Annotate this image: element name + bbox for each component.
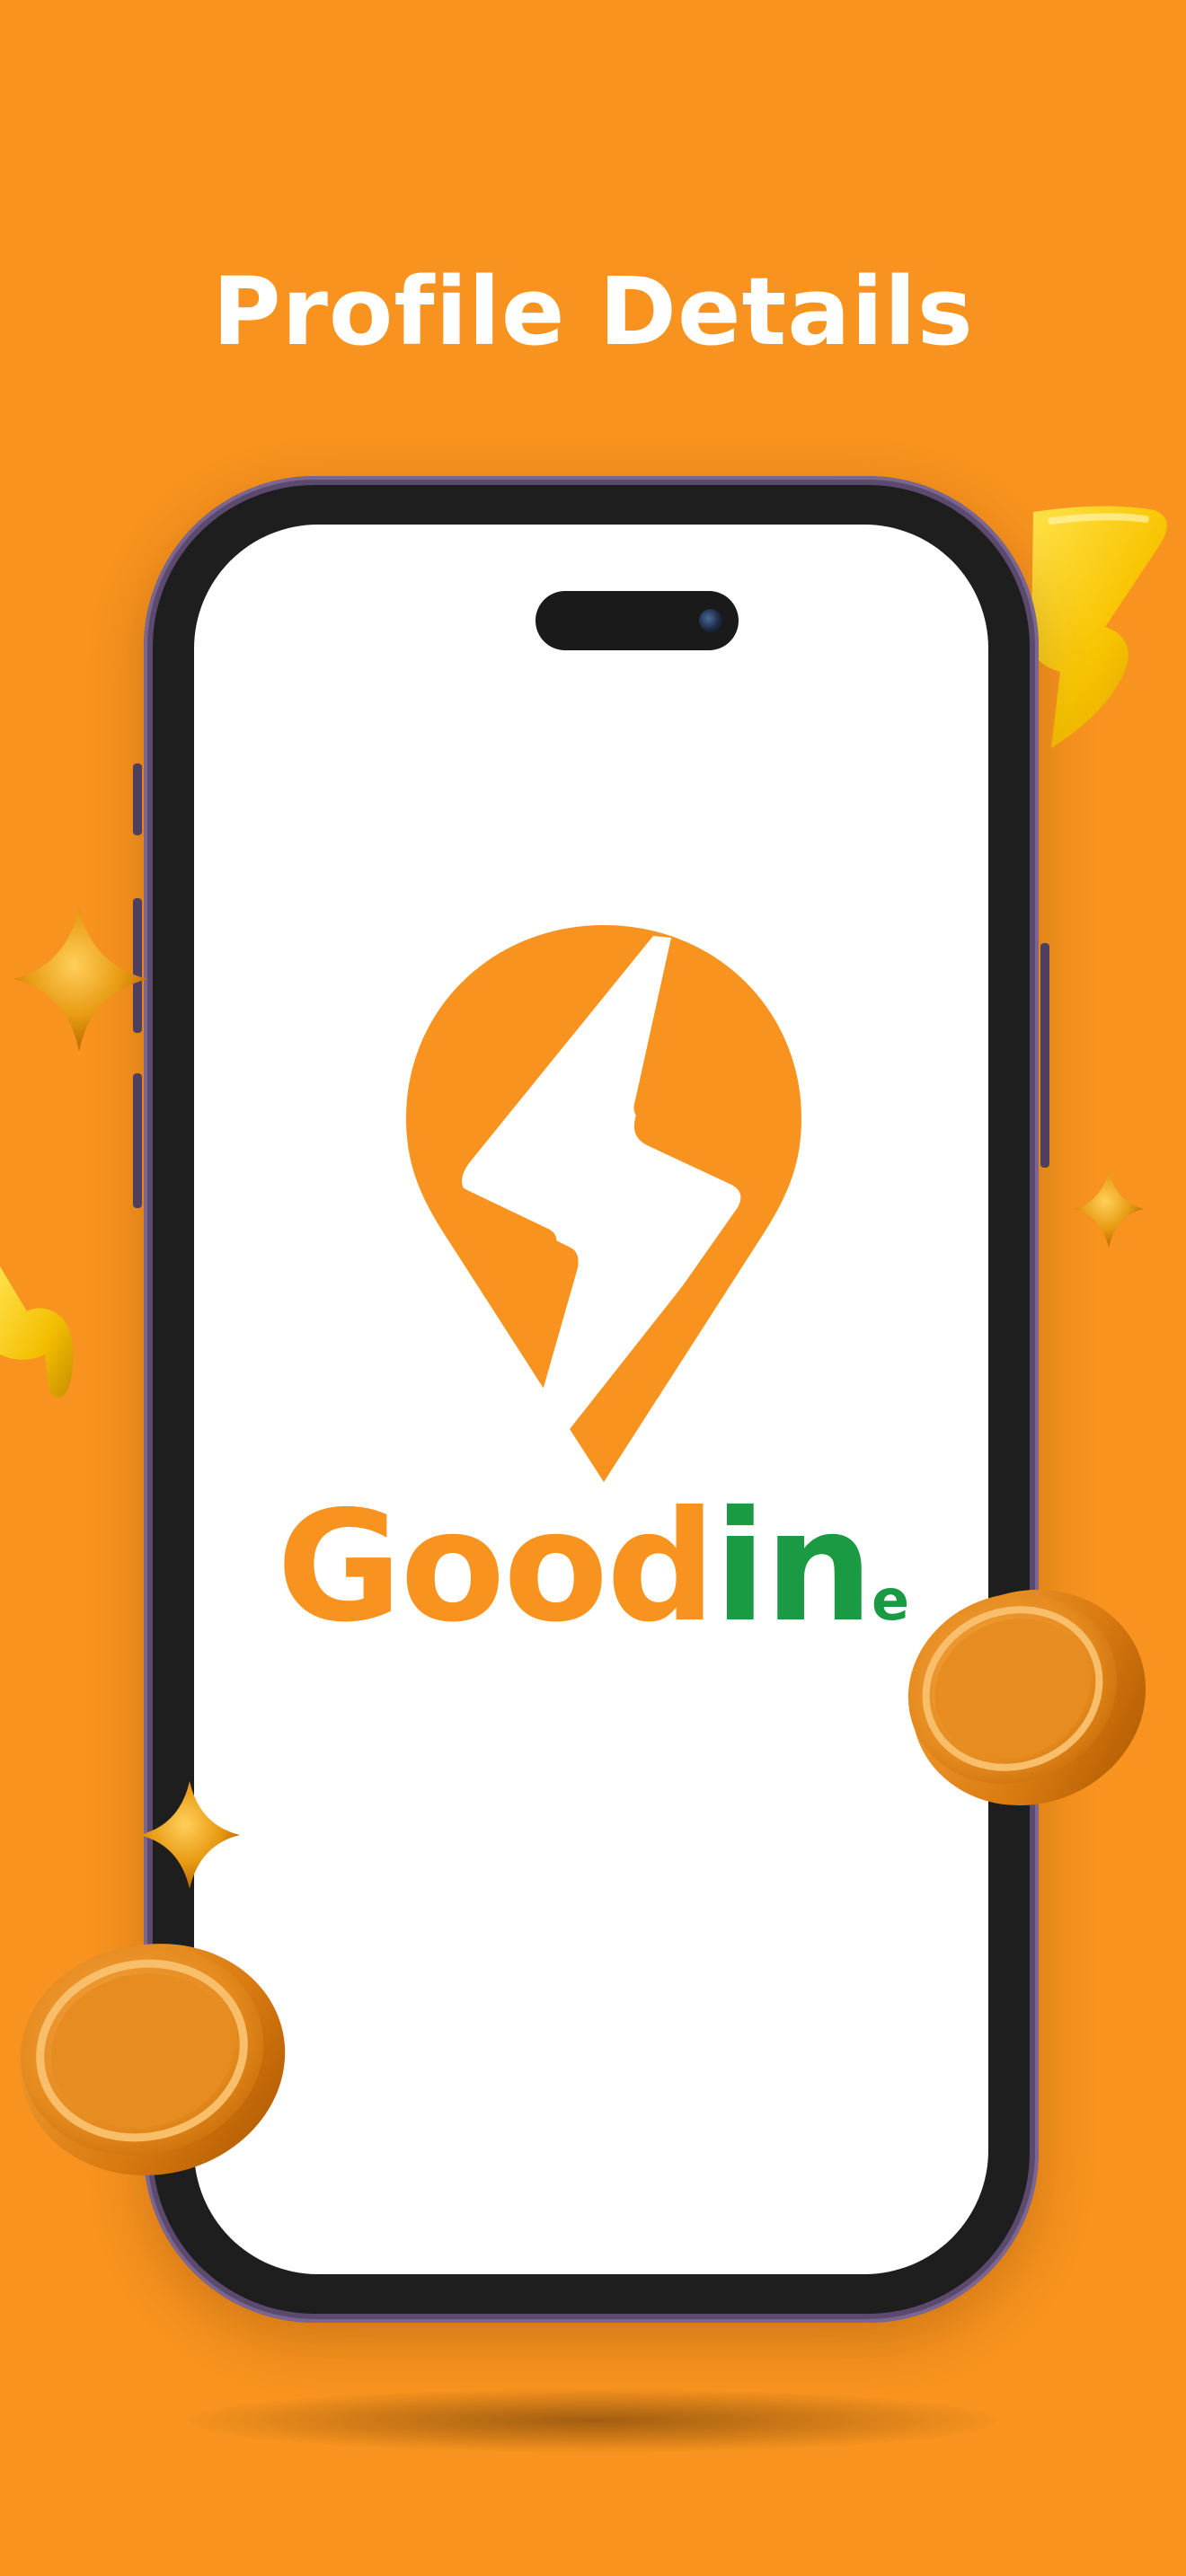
phone-floor-shadow bbox=[189, 2389, 997, 2452]
phone-volume-down-button bbox=[133, 1073, 142, 1208]
gold-coin-icon bbox=[907, 1589, 1146, 1806]
phone-action-button bbox=[133, 763, 142, 835]
brand-text-in: in bbox=[713, 1478, 873, 1656]
lightning-location-pin-icon bbox=[406, 925, 801, 1482]
brand-text-good: Good bbox=[276, 1478, 716, 1656]
brand-text-e: e bbox=[872, 1567, 910, 1633]
gold-lightning-bolt-icon bbox=[1031, 506, 1167, 748]
phone-power-button bbox=[1040, 943, 1049, 1168]
camera-lens-icon bbox=[699, 609, 722, 632]
phone-volume-up-button bbox=[133, 898, 142, 1033]
brand-logotype: Goodine bbox=[0, 1491, 1186, 1644]
gold-coin-icon bbox=[20, 1944, 286, 2175]
page-title: Profile Details bbox=[212, 257, 974, 366]
gold-sparkle-star-icon bbox=[139, 1781, 240, 1889]
gold-sparkle-star-icon bbox=[1074, 1170, 1144, 1248]
dynamic-island bbox=[535, 591, 739, 650]
gold-sparkle-star-icon bbox=[13, 907, 148, 1051]
gold-lightning-bolt-icon bbox=[0, 1266, 74, 1398]
